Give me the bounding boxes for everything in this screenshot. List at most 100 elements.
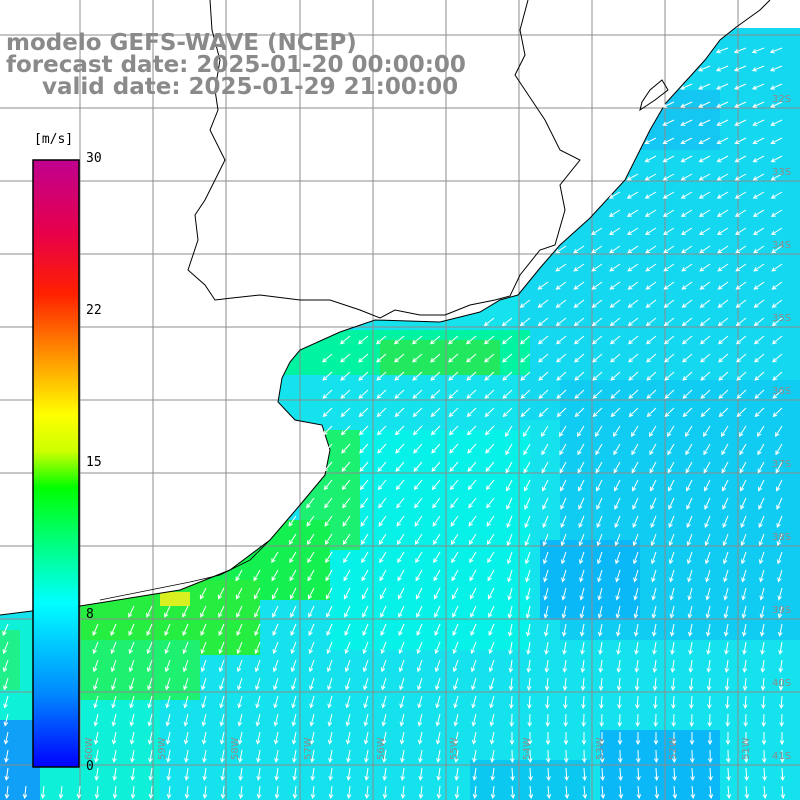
colorbar-tick-0: 0 [86, 759, 94, 774]
wind-arrow-head [416, 649, 421, 655]
wind-arrow [322, 389, 333, 399]
wind-arrow-head [734, 212, 740, 217]
wind-arrow [718, 371, 729, 381]
wind-arrow-head [448, 357, 453, 363]
wind-arrow [527, 641, 531, 654]
wind-arrow [258, 785, 261, 798]
wind-arrow-head [289, 576, 294, 582]
wind-arrow-head [201, 721, 207, 727]
wind-arrow-head [614, 559, 620, 565]
wind-arrow-head [489, 703, 494, 709]
wind-arrow [220, 695, 225, 708]
wind-arrow [716, 119, 729, 126]
wind-arrow-head [563, 740, 569, 746]
wind-arrow-head [770, 212, 776, 217]
wind-arrow-head [632, 541, 638, 547]
wind-arrow [328, 713, 333, 726]
wind-arrow [416, 605, 423, 618]
wind-arrow-head [617, 740, 623, 746]
wind-arrow [94, 695, 99, 708]
wind-arrow-head [592, 412, 598, 418]
wind-arrow-head [468, 503, 473, 509]
wind-arrow [704, 479, 711, 491]
wind-arrow-head [469, 558, 474, 564]
wind-arrow [761, 641, 765, 654]
wind-arrow-head [489, 739, 495, 745]
wind-arrow [325, 569, 333, 581]
wind-arrow [706, 587, 711, 600]
wind-arrow [164, 623, 171, 636]
wind-arrow-head [645, 230, 650, 236]
wind-arrow [511, 785, 514, 798]
wind-arrow-head [219, 739, 225, 745]
wind-arrow [202, 713, 207, 726]
wind-arrow-head [235, 594, 241, 600]
wind-arrow-head [218, 630, 223, 636]
wind-arrow-head [595, 486, 601, 492]
wind-arrow [431, 443, 441, 454]
wind-arrow [595, 425, 603, 437]
wind-arrow-head [599, 704, 604, 710]
wind-arrow [681, 227, 693, 235]
wind-arrow [24, 785, 27, 798]
wind-arrow-head [502, 412, 508, 418]
wind-arrow [485, 407, 495, 417]
wind-arrow [506, 515, 513, 528]
wind-arrow [650, 515, 657, 528]
wind-arrow-head [146, 649, 151, 655]
wind-arrow [565, 785, 568, 798]
wind-arrow [150, 785, 153, 798]
wind-arrow-head [771, 339, 777, 345]
wind-arrow-head [525, 577, 530, 583]
wind-arrow [737, 407, 747, 417]
wind-arrow-head [519, 339, 525, 345]
wind-arrow [487, 551, 495, 563]
wind-arrow-head [735, 230, 740, 236]
wind-arrow [685, 443, 693, 455]
wind-arrow [484, 317, 495, 326]
wind-arrow-head [308, 630, 313, 636]
wind-arrow [649, 443, 657, 455]
wind-arrow-head [722, 559, 728, 565]
latitude-label: 41S [772, 751, 791, 762]
wind-arrow [327, 677, 333, 690]
wind-arrow-head [183, 739, 189, 745]
wind-arrow-head [556, 412, 562, 418]
wind-arrow [3, 677, 9, 690]
wind-arrow [574, 317, 585, 326]
wind-arrow [128, 623, 135, 636]
wind-arrow [529, 767, 532, 781]
wind-arrow [776, 515, 783, 528]
wind-arrow-head [399, 721, 405, 727]
wind-arrow [744, 677, 747, 690]
wind-arrow [523, 443, 531, 455]
wind-arrow [581, 623, 585, 636]
wind-arrow-head [698, 139, 704, 145]
wind-arrow-head [472, 757, 477, 763]
wind-arrow [113, 767, 117, 780]
wind-arrow-head [413, 485, 419, 491]
wind-arrow [754, 371, 765, 381]
wind-arrow [592, 389, 603, 399]
wind-arrow [681, 137, 693, 144]
wind-arrow [466, 389, 477, 399]
wind-arrow [510, 695, 513, 709]
wind-arrow [654, 695, 657, 709]
wind-arrow [434, 587, 441, 599]
wind-arrow-head [342, 503, 347, 509]
wind-arrow-head [617, 722, 623, 728]
wind-arrow-head [200, 630, 205, 636]
wind-arrow-head [362, 649, 367, 655]
wind-arrow-head [322, 412, 328, 418]
wind-arrow-head [707, 704, 712, 710]
wind-arrow [600, 677, 603, 690]
wind-arrow [288, 515, 297, 527]
wind-arrow-head [742, 686, 748, 691]
wind-arrow-head [662, 194, 668, 199]
wind-arrow [340, 389, 351, 399]
wind-arrow-head [361, 576, 366, 582]
wind-arrow-head [736, 376, 742, 381]
wind-arrow [328, 731, 333, 744]
wind-arrow-head [400, 757, 405, 763]
wind-arrow-head [545, 758, 551, 764]
